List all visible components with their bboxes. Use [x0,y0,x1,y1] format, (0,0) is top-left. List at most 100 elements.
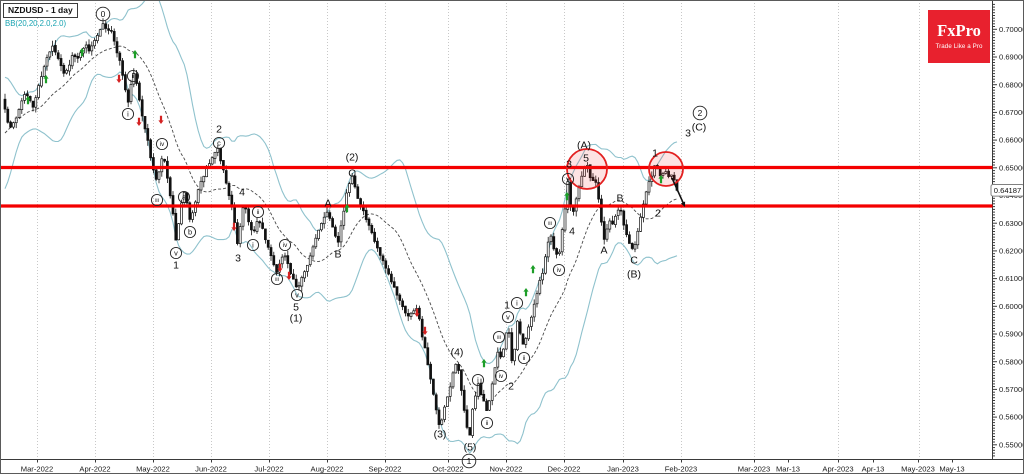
svg-text:2: 2 [655,208,661,220]
svg-text:Sep-2022: Sep-2022 [369,465,402,474]
svg-text:v: v [174,249,178,258]
sell-arrow-icon [136,117,142,126]
svg-text:2: 2 [508,381,514,393]
svg-text:(C): (C) [692,122,707,134]
svg-text:5: 5 [583,153,589,165]
svg-text:0.56000: 0.56000 [999,413,1024,422]
svg-text:May-2022: May-2022 [136,465,170,474]
svg-text:0: 0 [101,9,106,19]
svg-text:Mar-13: Mar-13 [776,465,800,474]
forecast-arrow[interactable] [671,177,686,207]
svg-text:Dec-2022: Dec-2022 [548,465,581,474]
sell-arrow-icon [414,308,420,317]
svg-text:0.55000: 0.55000 [999,440,1024,449]
svg-text:C: C [630,255,638,267]
svg-text:i: i [516,299,518,308]
svg-text:v: v [506,313,510,322]
svg-text:May-2023: May-2023 [901,465,935,474]
svg-text:A: A [600,245,607,257]
svg-text:0.61000: 0.61000 [999,274,1024,283]
svg-text:v: v [295,291,299,300]
time-axis[interactable]: Mar-2022 Apr-2022 May-2022 Jun-2022 Jul-2022… [21,459,965,474]
svg-text:A: A [324,198,331,210]
svg-text:(4): (4) [451,347,464,359]
sell-arrow-icon [158,115,164,124]
svg-text:Apr-2022: Apr-2022 [79,465,110,474]
svg-text:0.60000: 0.60000 [999,302,1024,311]
svg-text:3: 3 [566,159,572,171]
buy-arrow-icon [481,359,487,368]
sell-arrow-icon [422,326,428,335]
svg-text:(3): (3) [434,429,447,441]
svg-text:0.70000: 0.70000 [999,25,1024,34]
svg-text:C: C [348,168,356,180]
buy-arrow-icon [43,75,49,84]
svg-text:B: B [334,249,341,261]
svg-text:(A): (A) [577,140,591,152]
buy-arrow-icon [79,48,85,57]
highlight-circle[interactable] [648,151,684,187]
buy-arrow-icon [132,50,138,59]
svg-text:Jul-2022: Jul-2022 [254,465,283,474]
svg-text:(2): (2) [346,152,359,164]
fxpro-logo: FxPro Trade Like a Pro [928,10,990,63]
svg-text:iv: iv [557,267,562,274]
current-price-tag: 0.64187 [990,184,1023,197]
fxpro-logo-tagline: Trade Like a Pro [935,42,983,50]
buy-arrow-icon [564,192,570,201]
svg-text:(1): (1) [290,313,303,325]
svg-text:Oct-2022: Oct-2022 [432,465,463,474]
svg-text:iii: iii [155,198,159,204]
buy-arrow-icon [344,204,350,213]
svg-text:Mar-2022: Mar-2022 [21,465,54,474]
price-axis[interactable]: 0.70000 0.69000 0.68000 0.67000 0.66000 0.650… [992,3,1024,457]
svg-text:0.64187: 0.64187 [994,186,1021,195]
svg-text:0.57000: 0.57000 [999,385,1024,394]
svg-text:3: 3 [235,253,241,265]
svg-text:5: 5 [293,302,299,314]
highlight-circle[interactable] [566,148,608,190]
fxpro-logo-title: FxPro [937,21,981,41]
svg-text:Apr-2023: Apr-2023 [822,465,853,474]
svg-text:May-13: May-13 [939,465,964,474]
svg-text:i: i [252,241,254,250]
svg-text:Jan-2023: Jan-2023 [607,465,639,474]
svg-text:i: i [127,110,129,119]
svg-text:2: 2 [698,108,703,118]
svg-text:B: B [616,193,623,205]
sell-arrow-icon [231,222,237,231]
sell-arrow-icon [116,74,122,83]
trade-signal-arrows [25,48,664,368]
svg-text:2: 2 [216,124,222,136]
svg-text:1: 1 [467,456,472,466]
svg-text:0.69000: 0.69000 [999,53,1024,62]
svg-text:iv: iv [283,242,288,249]
svg-text:Jun-2022: Jun-2022 [195,465,227,474]
svg-text:iii: iii [548,221,552,227]
svg-text:0.68000: 0.68000 [999,80,1024,89]
buy-arrow-icon [530,265,536,274]
svg-text:ii: ii [486,420,489,427]
svg-text:iii: iii [275,277,279,283]
svg-text:1: 1 [173,260,179,272]
svg-text:0.59000: 0.59000 [999,330,1024,339]
svg-text:0.58000: 0.58000 [999,357,1024,366]
svg-text:1: 1 [504,300,510,312]
svg-text:Aug-2022: Aug-2022 [311,465,344,474]
buy-arrow-icon [25,96,31,105]
symbol-timeframe-label: NZDUSD - 1 day [3,3,78,18]
svg-text:0.63000: 0.63000 [999,219,1024,228]
svg-text:iv: iv [499,373,504,380]
svg-text:c: c [217,139,221,148]
svg-text:i: i [477,376,479,385]
svg-text:Feb-2023: Feb-2023 [665,465,698,474]
svg-text:0.62000: 0.62000 [999,247,1024,256]
svg-text:0.67000: 0.67000 [999,108,1024,117]
candles [3,18,679,438]
svg-text:(B): (B) [627,269,641,281]
svg-text:ii: ii [257,209,260,216]
svg-text:a: a [182,193,187,202]
svg-text:Mar-2023: Mar-2023 [738,465,771,474]
